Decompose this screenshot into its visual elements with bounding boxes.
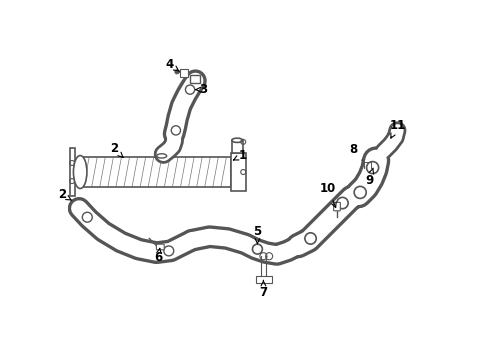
FancyBboxPatch shape xyxy=(334,202,341,211)
Text: 9: 9 xyxy=(365,168,373,186)
Text: 7: 7 xyxy=(259,280,268,299)
Bar xyxy=(232,140,243,153)
Text: 1: 1 xyxy=(234,149,247,162)
Bar xyxy=(190,75,200,82)
Ellipse shape xyxy=(232,138,243,143)
Text: 11: 11 xyxy=(389,118,406,138)
Bar xyxy=(82,157,231,187)
Text: 3: 3 xyxy=(196,83,207,96)
Bar xyxy=(231,153,245,192)
Bar xyxy=(70,148,75,196)
Text: 10: 10 xyxy=(320,183,337,207)
Text: 5: 5 xyxy=(253,225,262,244)
Text: 2: 2 xyxy=(58,188,72,201)
Ellipse shape xyxy=(157,154,167,158)
Bar xyxy=(256,276,271,283)
Text: 4: 4 xyxy=(166,58,179,71)
Bar xyxy=(180,69,188,77)
FancyBboxPatch shape xyxy=(156,244,164,250)
Circle shape xyxy=(175,70,179,74)
Text: 2: 2 xyxy=(110,142,123,157)
Ellipse shape xyxy=(74,156,87,189)
Text: 6: 6 xyxy=(154,248,162,265)
Text: 8: 8 xyxy=(349,143,362,160)
